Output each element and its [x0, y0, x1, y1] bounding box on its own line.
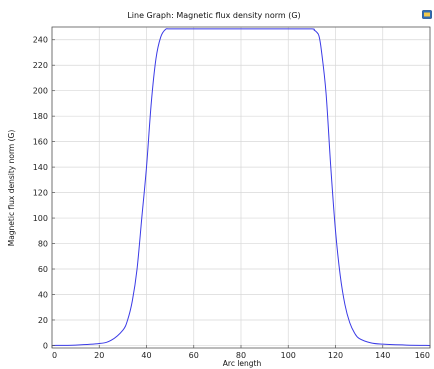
x-axis-title: Arc length	[223, 359, 262, 368]
series-line	[51, 28, 431, 346]
colorbar-icon[interactable]	[422, 10, 432, 19]
x-tick-label: 100	[281, 351, 296, 360]
x-tick-label: 120	[328, 351, 343, 360]
chart-title: Line Graph: Magnetic flux density norm (…	[127, 11, 300, 20]
x-tick-label: 60	[189, 351, 199, 360]
y-tick-label: 20	[38, 316, 48, 325]
y-tick-label: 200	[33, 87, 48, 96]
grid	[51, 27, 431, 348]
y-tick-label: 0	[43, 341, 48, 350]
y-tick-label: 160	[33, 138, 48, 147]
y-tick-label: 240	[33, 36, 48, 45]
y-tick-label: 100	[33, 214, 48, 223]
y-axis-ticks: 0 20 40 60 80 100 120 140 160 180 200 220 240	[33, 36, 55, 350]
y-tick-label: 180	[33, 112, 48, 121]
y-tick-label: 120	[33, 189, 48, 198]
x-tick-label: 40	[141, 351, 151, 360]
y-tick-label: 140	[33, 163, 48, 172]
x-tick-label: 0	[52, 351, 57, 360]
x-tick-label: 140	[375, 351, 390, 360]
y-tick-label: 60	[38, 265, 48, 274]
y-axis-title: Magnetic flux density norm (G)	[7, 130, 16, 247]
y-tick-label: 80	[38, 240, 48, 249]
y-tick-label: 220	[33, 61, 48, 70]
x-axis-ticks: 0 20 40 60 80 100 120 140 160	[51, 345, 431, 360]
x-tick-label: 80	[236, 351, 246, 360]
x-tick-label: 20	[94, 351, 104, 360]
series-layer	[51, 28, 431, 346]
x-tick-label: 160	[415, 351, 430, 360]
y-tick-label: 40	[38, 291, 48, 300]
